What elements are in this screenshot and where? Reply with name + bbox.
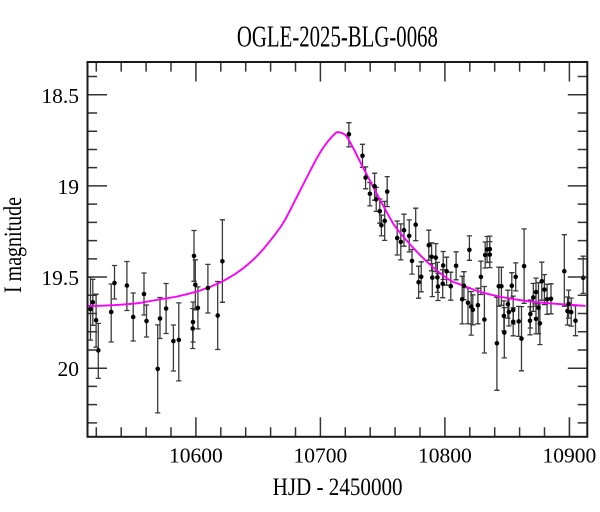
svg-text:OGLE-2025-BLG-0068: OGLE-2025-BLG-0068 [237, 20, 438, 54]
svg-text:10900: 10900 [543, 444, 597, 468]
svg-text:18.5: 18.5 [41, 84, 79, 108]
svg-text:I magnitude: I magnitude [0, 197, 27, 293]
svg-text:19.5: 19.5 [41, 266, 79, 290]
svg-text:19: 19 [58, 175, 80, 199]
svg-text:20: 20 [58, 357, 80, 381]
svg-text:HJD - 2450000: HJD - 2450000 [273, 472, 403, 501]
svg-text:10800: 10800 [418, 444, 472, 468]
svg-text:10700: 10700 [294, 444, 348, 468]
svg-text:10600: 10600 [169, 444, 223, 468]
